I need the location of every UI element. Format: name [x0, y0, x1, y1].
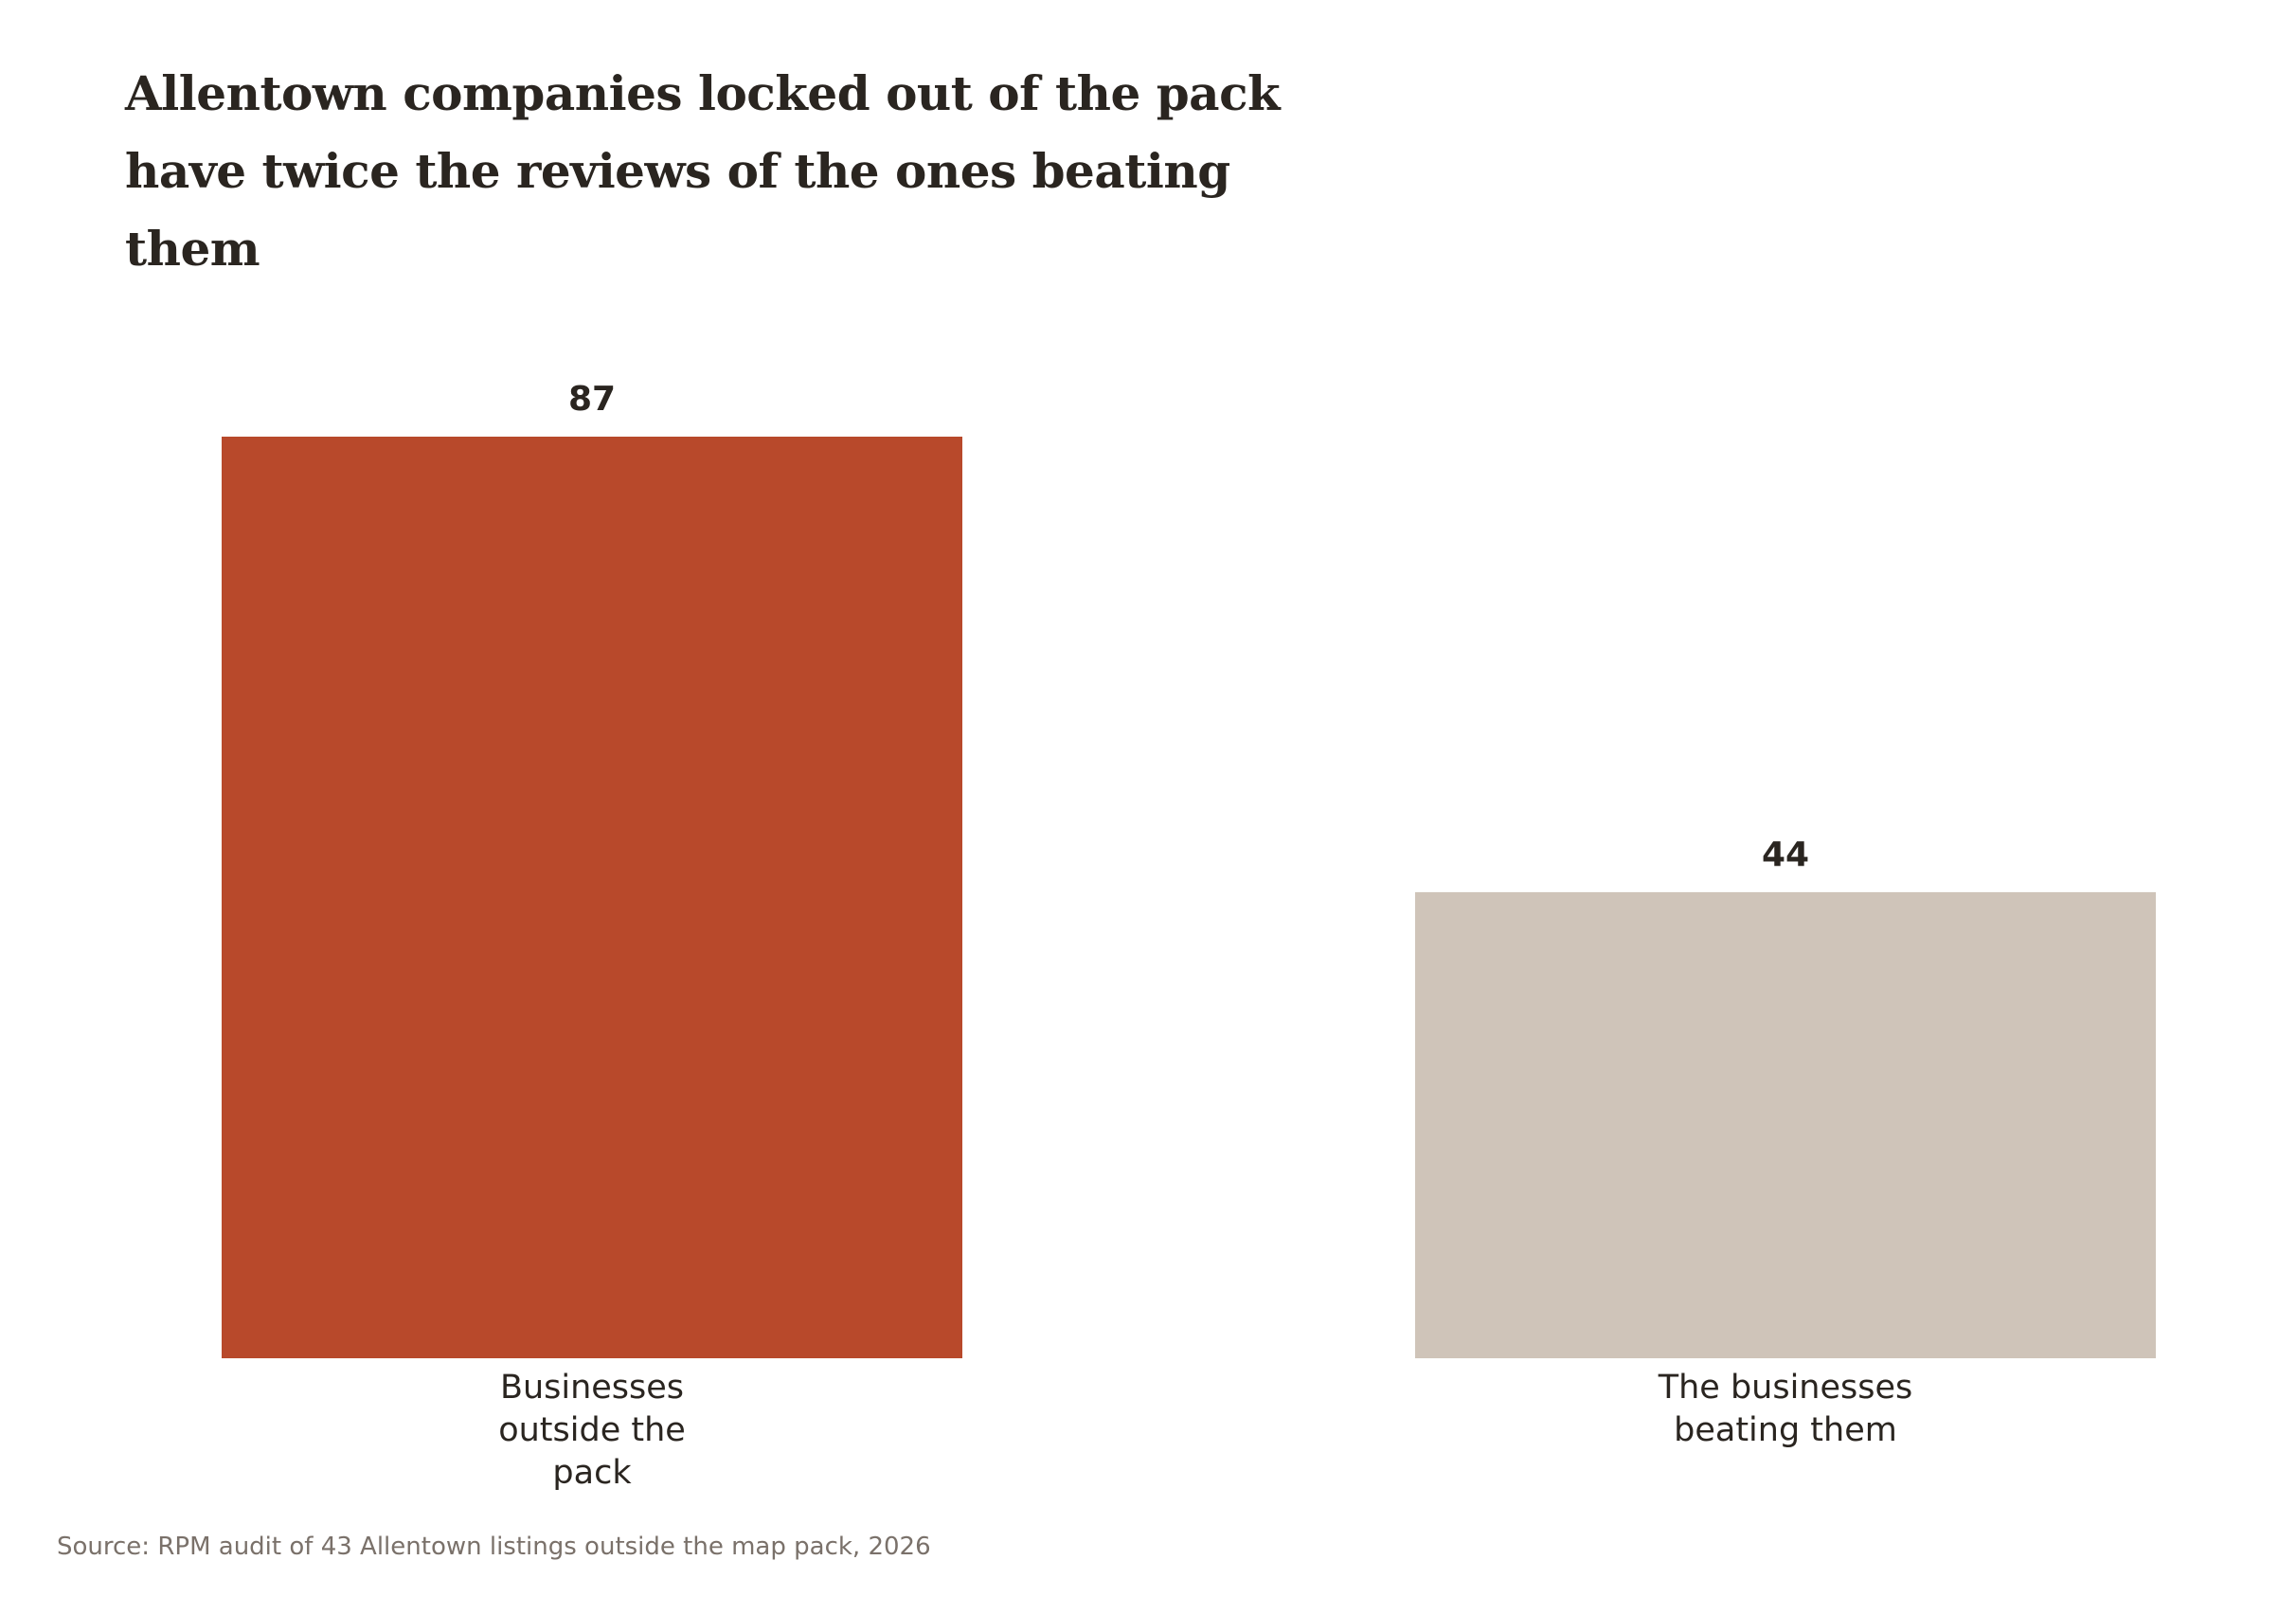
- chart-title: Allentown companies locked out of the pa…: [125, 65, 1281, 277]
- value-label-2: 44: [1762, 835, 1809, 874]
- bar-2: [1415, 891, 2156, 1358]
- value-label-1: 87: [568, 380, 616, 419]
- category-label-1: Businesses outside the pack: [498, 1369, 686, 1492]
- bar-1: [222, 437, 962, 1358]
- category-label-2: The businesses beating them: [1658, 1369, 1913, 1449]
- source-note: Source: RPM audit of 43 Allentown listin…: [57, 1533, 931, 1561]
